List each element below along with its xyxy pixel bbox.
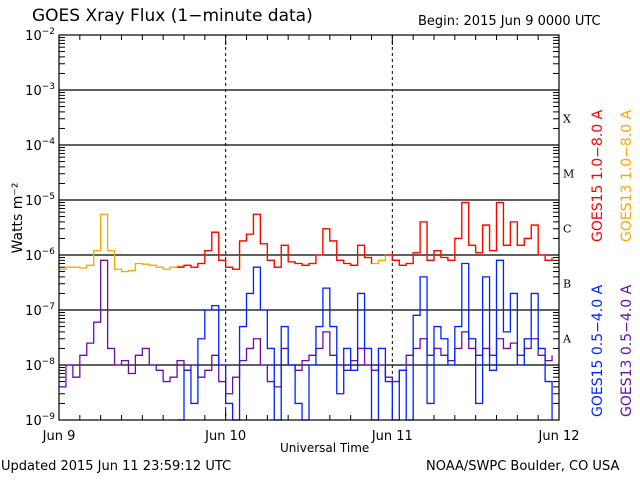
x-tick-label: Jun 12	[538, 429, 580, 444]
y-tick-label: 10−5	[25, 192, 55, 209]
y-tick-label: 10−3	[25, 82, 55, 99]
series-line-3	[177, 259, 553, 421]
flare-class-label: A	[562, 333, 572, 346]
begin-time: Begin: 2015 Jun 9 0000 UTC	[418, 14, 601, 29]
y-tick-label: 10−2	[25, 27, 55, 44]
plot-frame	[58, 34, 560, 421]
x-tick-label: Jun 10	[204, 429, 246, 444]
flare-class-label: C	[563, 223, 571, 236]
chart-title: GOES Xray Flux (1−minute data)	[32, 6, 313, 26]
series-line-2	[59, 259, 553, 395]
updated-timestamp: Updated 2015 Jun 11 23:59:12 UTC	[1, 459, 232, 474]
flare-class-label: B	[563, 278, 571, 291]
credit: NOAA/SWPC Boulder, CO USA	[426, 459, 620, 474]
flare-class-label: M	[563, 168, 574, 181]
series-line-1	[385, 201, 553, 266]
series-line-0	[59, 201, 553, 273]
x-tick-label: Jun 9	[42, 429, 76, 444]
y-tick-label: 10−8	[25, 357, 55, 374]
x-tick-label: Jun 11	[371, 429, 413, 444]
x-axis-label: Universal Time	[280, 441, 370, 455]
y-tick-label: 10−7	[25, 302, 55, 319]
series-line-1	[177, 213, 373, 270]
y-tick-label: 10−6	[25, 247, 55, 264]
y-tick-label: 10−9	[25, 412, 55, 429]
flare-class-label: X	[563, 113, 571, 126]
y-tick-label: 10−4	[25, 137, 55, 154]
